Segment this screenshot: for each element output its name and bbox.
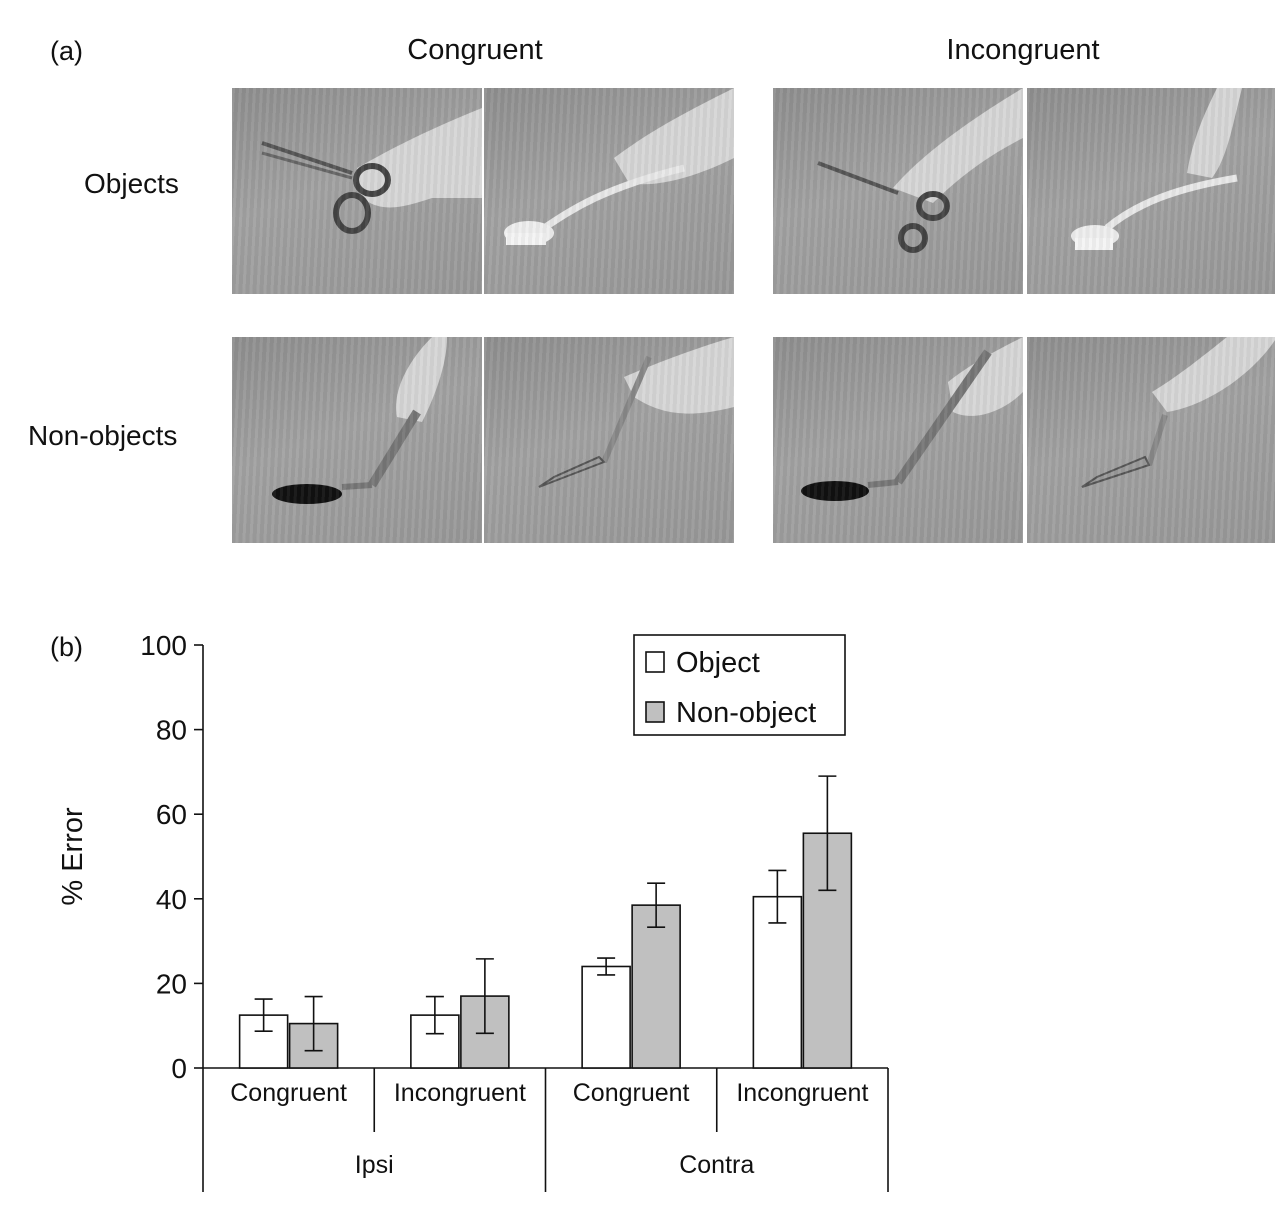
legend-label: Object: [676, 647, 760, 679]
scissors-icon: [261, 108, 482, 234]
row-header-non-objects: Non-objects: [28, 420, 178, 451]
error-bar-chart: 0 20 40 60 80 100 % Error Congruent Incongruent C…: [57, 630, 889, 1192]
nonobject-blade-icon: [538, 337, 734, 488]
row-header-objects: Objects: [84, 168, 179, 199]
column-header-incongruent: Incongruent: [946, 34, 1100, 66]
nonobject-handle-icon: [272, 337, 447, 504]
y-tick-label: 20: [156, 968, 187, 999]
y-tick-label: 100: [140, 630, 187, 661]
photo-nonobjects-incongruent-blade: [1027, 337, 1275, 543]
bar: [581, 965, 631, 1069]
y-tick-label: 0: [171, 1053, 187, 1084]
y-axis-label: % Error: [57, 807, 89, 906]
photo-objects-incongruent-brush: [1027, 88, 1275, 294]
legend-swatch: [645, 701, 665, 723]
panel-a-label: (a): [50, 36, 83, 66]
legend-label: Non-object: [676, 697, 816, 729]
y-tick-label: 40: [156, 884, 187, 915]
category-label: Incongruent: [736, 1079, 868, 1107]
legend-box: [633, 634, 846, 736]
group-label: Ipsi: [355, 1151, 394, 1179]
brush-icon: [504, 88, 734, 245]
column-header-congruent: Congruent: [407, 34, 543, 66]
brush-icon: [1071, 88, 1242, 250]
panel-b-label: (b): [50, 632, 83, 662]
photo-nonobjects-congruent-handle: [232, 337, 482, 543]
nonobject-blade-icon: [1081, 337, 1275, 488]
group-label: Contra: [679, 1151, 754, 1179]
photo-nonobjects-congruent-blade: [484, 337, 734, 543]
y-tick-label: 80: [156, 715, 187, 746]
photo-nonobjects-incongruent-handle: [773, 337, 1023, 543]
nonobject-handle-icon: [801, 337, 1023, 501]
photo-objects-incongruent-scissors: [773, 88, 1023, 294]
scissors-icon: [817, 88, 1023, 253]
photo-objects-congruent-brush: [484, 88, 734, 294]
category-label: Congruent: [230, 1079, 347, 1107]
category-label: Incongruent: [394, 1079, 526, 1107]
legend-swatch: [645, 651, 665, 673]
y-tick-label: 60: [156, 799, 187, 830]
bar: [631, 904, 681, 1069]
category-label: Congruent: [573, 1079, 690, 1107]
photo-objects-congruent-scissors: [232, 88, 482, 294]
